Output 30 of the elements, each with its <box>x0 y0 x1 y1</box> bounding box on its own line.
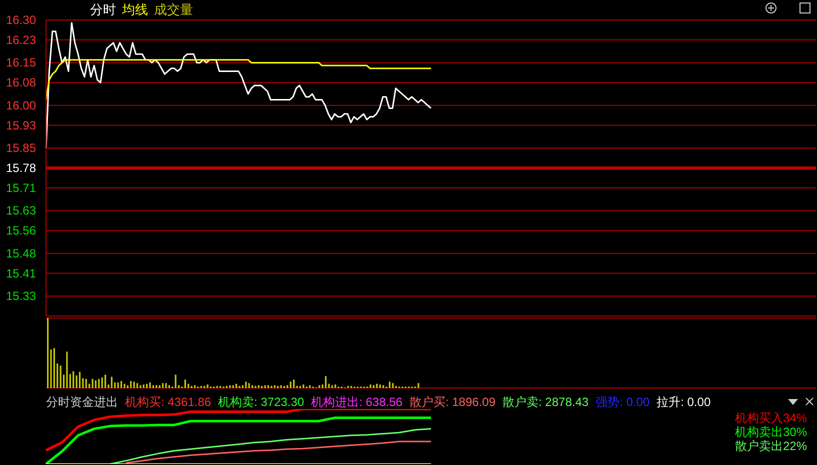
y-tick-label: 15.93 <box>6 118 36 132</box>
annotation: 机构卖: 3723.30 <box>218 394 304 411</box>
y-tick-label: 16.00 <box>6 98 36 112</box>
y-tick-label: 15.48 <box>6 246 36 260</box>
text: 散户卖出22% <box>734 439 807 453</box>
y-tick-label: 16.30 <box>6 13 36 27</box>
text: 机构买入34% <box>734 411 807 425</box>
y-tick-label: 15.78 <box>6 161 36 175</box>
annotation: 拉升: 0.00 <box>656 394 711 411</box>
y-tick-label: 16.08 <box>6 76 36 90</box>
annotation: 机构买: 4361.86 <box>125 394 212 411</box>
series-label: 分时 <box>90 1 116 19</box>
line-series <box>45 59 432 100</box>
annotation: 散户卖: 2878.43 <box>502 394 589 411</box>
line-series <box>45 22 432 149</box>
y-tick-label: 16.15 <box>6 56 36 70</box>
text: 均线 <box>122 1 148 19</box>
annotation: 机构进出: 638.56 <box>311 394 402 411</box>
y-tick-label: 15.33 <box>6 289 36 304</box>
y-tick-label: 16.23 <box>6 32 36 47</box>
y-tick-label: 15.41 <box>6 266 36 280</box>
text: 机构卖出30% <box>734 425 807 439</box>
annotation: 散户买: 1896.09 <box>409 394 496 411</box>
chart-title: 分时资金进出 <box>46 394 118 411</box>
y-tick-label: 15.85 <box>6 141 36 156</box>
annotation: 强势: 0.00 <box>596 394 650 411</box>
y-tick-label: 15.71 <box>6 180 36 195</box>
text: 成交量 <box>154 1 193 19</box>
y-tick-label: 15.56 <box>6 224 36 238</box>
y-tick-label: 15.63 <box>6 204 36 218</box>
